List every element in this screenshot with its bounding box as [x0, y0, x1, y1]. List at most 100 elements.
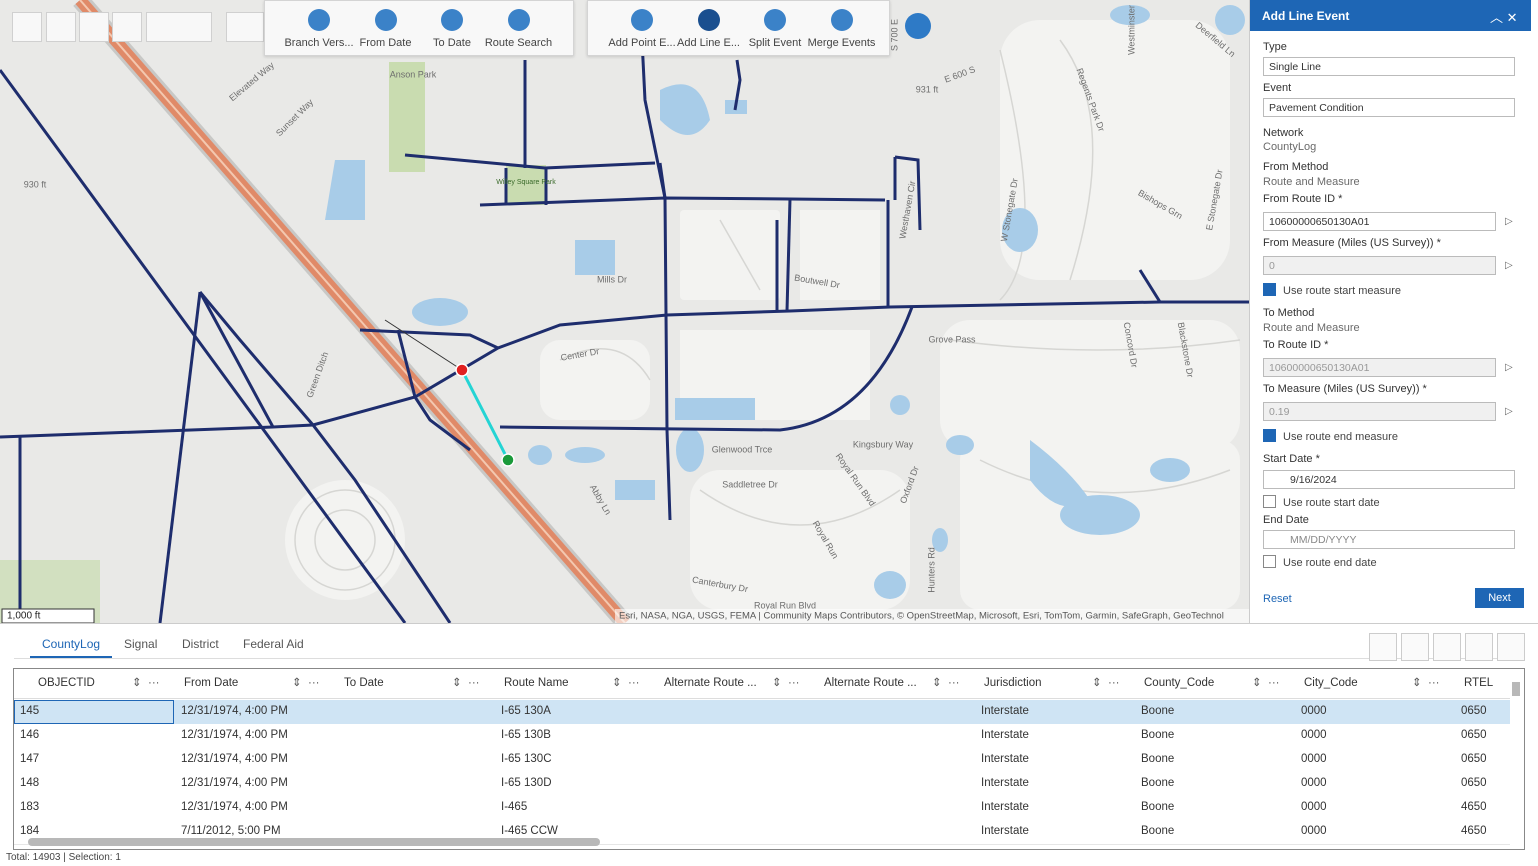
table-cell: 0000: [1301, 777, 1327, 789]
column-header[interactable]: City_Code: [1304, 677, 1358, 689]
table-cell: 4650: [1461, 801, 1487, 813]
table-action-button[interactable]: [1401, 633, 1429, 661]
next-button[interactable]: Next: [1475, 588, 1524, 608]
field-label: Start Date *: [1263, 453, 1320, 465]
table-action-button[interactable]: [1369, 633, 1397, 661]
from-route-input[interactable]: 10600000650130A01: [1263, 212, 1496, 231]
button-icon: [507, 9, 530, 31]
table-cell: I-465 CCW: [501, 825, 558, 837]
checkbox[interactable]: Use route start measure: [1263, 283, 1401, 298]
table-tab[interactable]: Signal: [124, 637, 158, 651]
layers-button[interactable]: [46, 12, 76, 42]
selected-segment: [460, 369, 510, 461]
table-action-button[interactable]: [1433, 633, 1461, 661]
column-menu[interactable]: ⇕ ···: [1412, 677, 1440, 689]
start-point[interactable]: [455, 363, 469, 377]
toolbar-button[interactable]: From Date: [351, 7, 421, 49]
table-action-button[interactable]: [1497, 633, 1525, 661]
type-select[interactable]: Single Line: [1263, 57, 1515, 76]
scale-bar: [1, 608, 95, 623]
toolbar-button[interactable]: Add Line E...: [674, 7, 744, 49]
column-header[interactable]: Route Name: [504, 677, 569, 689]
grid-button[interactable]: [79, 12, 109, 42]
column-header[interactable]: Alternate Route ...: [824, 677, 917, 689]
toolbar-button[interactable]: To Date: [417, 7, 487, 49]
field-label: To Route ID *: [1263, 339, 1329, 351]
map-label: Anson Park: [390, 69, 437, 79]
attribution: Esri, NASA, NGA, USGS, FEMA | Community …: [619, 611, 1224, 622]
table-cell: Interstate: [981, 753, 1029, 765]
checkbox[interactable]: Use route start date: [1263, 495, 1380, 510]
start-date-input[interactable]: 9/16/2024: [1263, 470, 1515, 489]
info-button[interactable]: [905, 13, 931, 39]
column-menu[interactable]: ⇕ ···: [1092, 677, 1120, 689]
table-cell: Interstate: [981, 705, 1029, 717]
field-label: To Method: [1263, 307, 1315, 319]
column-menu[interactable]: ⇕ ···: [612, 677, 640, 689]
column-menu[interactable]: ⇕ ···: [292, 677, 320, 689]
column-header[interactable]: OBJECTID: [38, 677, 95, 689]
column-header[interactable]: RTEL: [1464, 677, 1494, 689]
measure-button[interactable]: [112, 12, 142, 42]
table-tab[interactable]: District: [182, 637, 219, 651]
toolbar-button[interactable]: Merge Events: [807, 7, 877, 49]
pick-button[interactable]: ▷: [1505, 216, 1513, 227]
select-button[interactable]: [146, 12, 212, 42]
column-menu[interactable]: ⇕ ···: [772, 677, 800, 689]
event-select[interactable]: Pavement Condition: [1263, 98, 1515, 117]
pick-button[interactable]: ▷: [1505, 362, 1513, 373]
toolbar-button[interactable]: Route Search: [484, 7, 554, 49]
map-label: Mills Dr: [597, 274, 627, 284]
button-label: Merge Events: [807, 37, 876, 49]
button-label: To Date: [433, 37, 471, 49]
column-header[interactable]: Alternate Route ...: [664, 677, 757, 689]
panel-header: Add Line Event ︿ ✕: [1250, 0, 1531, 31]
table-tab[interactable]: CountyLog: [42, 637, 101, 651]
leader-line: [384, 319, 463, 371]
table-cell: Interstate: [981, 729, 1029, 741]
checkbox-label: Use route start measure: [1283, 285, 1401, 297]
search-button[interactable]: [12, 12, 42, 42]
field-label: End Date: [1263, 514, 1309, 526]
end-date-input[interactable]: MM/DD/YYYY: [1263, 530, 1515, 549]
column-menu[interactable]: ⇕ ···: [932, 677, 960, 689]
collapse-button[interactable]: ︿ ✕: [1490, 10, 1518, 25]
column-menu[interactable]: ⇕ ···: [132, 677, 160, 689]
checkbox[interactable]: Use route end date: [1263, 555, 1377, 570]
toolbar-button[interactable]: Branch Vers...: [284, 7, 354, 49]
end-point[interactable]: [501, 453, 515, 467]
reset-button[interactable]: Reset: [1263, 593, 1292, 605]
field-value: Route and Measure: [1263, 176, 1360, 188]
to-measure-input[interactable]: 0.19: [1263, 402, 1496, 421]
column-menu[interactable]: ⇕ ···: [452, 677, 480, 689]
checkbox-label: Use route end measure: [1283, 431, 1398, 443]
column-header[interactable]: County_Code: [1144, 677, 1215, 689]
attribution-bg: [615, 609, 1249, 623]
v-scrollbar[interactable]: [1512, 682, 1520, 696]
map-label: Hunters Rd: [926, 547, 936, 593]
column-menu[interactable]: ⇕ ···: [1252, 677, 1280, 689]
h-scrollbar[interactable]: [28, 838, 600, 846]
table-action-button[interactable]: [1465, 633, 1493, 661]
table-cell: Boone: [1141, 801, 1175, 813]
pick-button[interactable]: ▷: [1505, 260, 1513, 271]
toolbar-button[interactable]: Split Event: [740, 7, 810, 49]
checkbox-label: Use route end date: [1283, 557, 1377, 569]
pick-button[interactable]: ▷: [1505, 406, 1513, 417]
park: [389, 62, 425, 172]
field-label: To Measure (Miles (US Survey)) *: [1263, 383, 1427, 395]
checkbox[interactable]: Use route end measure: [1263, 429, 1398, 444]
button-label: Add Point E...: [608, 37, 676, 49]
column-header[interactable]: From Date: [184, 677, 239, 689]
column-header[interactable]: To Date: [344, 677, 384, 689]
table-footer: Total: 14903 | Selection: 1: [6, 852, 121, 863]
table-cell: I-65 130B: [501, 729, 551, 741]
column-header[interactable]: Jurisdiction: [984, 677, 1042, 689]
table-tab[interactable]: Federal Aid: [243, 637, 304, 651]
tool-button[interactable]: [226, 12, 264, 42]
field-label: Network: [1263, 127, 1304, 139]
table-cell: Boone: [1141, 777, 1175, 789]
to-route-input[interactable]: 10600000650130A01: [1263, 358, 1496, 377]
toolbar-button[interactable]: Add Point E...: [607, 7, 677, 49]
from-measure-input[interactable]: 0: [1263, 256, 1496, 275]
